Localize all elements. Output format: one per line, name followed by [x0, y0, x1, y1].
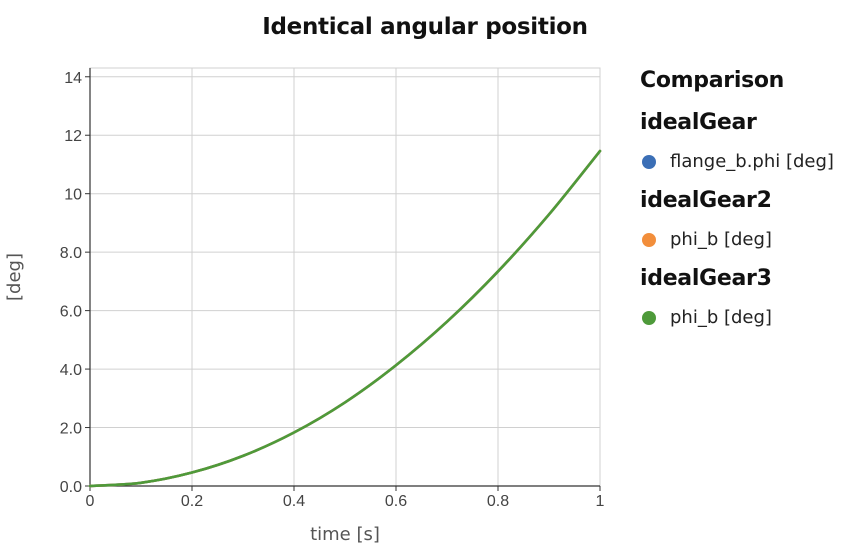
x-tick-label: 0.6	[385, 493, 407, 510]
y-tick-label: 4.0	[60, 362, 82, 379]
x-axis-title: time [s]	[310, 524, 380, 545]
legend-group-title-idealgear3: idealGear3	[640, 266, 772, 291]
x-tick-label: 0.4	[283, 493, 305, 510]
series-line-1	[88, 149, 602, 488]
legend-group-title-idealgear: idealGear	[640, 110, 757, 135]
series-line-3	[88, 149, 602, 488]
y-tick-label: 14	[64, 70, 82, 87]
axes-layer	[89, 68, 600, 487]
legend-title: Comparison	[640, 68, 785, 93]
y-axis-title: [deg]	[4, 253, 25, 301]
y-tick-label: 8.0	[60, 245, 82, 262]
legend-entry-label: phi_b [deg]	[670, 307, 772, 328]
x-tick-label: 0.2	[181, 493, 203, 510]
legend-marker-blue	[642, 155, 656, 169]
y-tick-label: 0.0	[60, 479, 82, 496]
y-tick-label: 2.0	[60, 421, 82, 438]
y-tick-label: 10	[64, 187, 82, 204]
x-tick-label: 1	[596, 493, 605, 510]
legend-entry-label: phi_b [deg]	[670, 229, 772, 250]
legend-entry-phi-b-3[interactable]: phi_b [deg]	[640, 298, 855, 338]
y-tick-label: 12	[64, 128, 82, 145]
series-layer	[88, 149, 602, 488]
ticks-layer: 0 0.2 0.4 0.6 0.8 1 0.0 2.0 4.0 6.0 8.0 10 12 14	[60, 70, 605, 510]
x-tick-label: 0.8	[487, 493, 509, 510]
grid-layer	[89, 67, 601, 487]
legend-entry-flange-b-phi[interactable]: flange_b.phi [deg]	[640, 142, 855, 182]
legend-entry-phi-b-2[interactable]: phi_b [deg]	[640, 220, 855, 260]
y-tick-label: 6.0	[60, 304, 82, 321]
chart-title: Identical angular position	[262, 14, 588, 40]
plot-frame	[89, 67, 601, 487]
legend: Comparison idealGear flange_b.phi [deg] …	[640, 64, 855, 338]
legend-group-title-idealgear2: idealGear2	[640, 188, 772, 213]
x-tick-label: 0	[86, 493, 95, 510]
legend-entry-label: flange_b.phi [deg]	[670, 151, 834, 172]
series-line-2	[88, 149, 602, 488]
legend-marker-orange	[642, 233, 656, 247]
legend-marker-green	[642, 311, 656, 325]
